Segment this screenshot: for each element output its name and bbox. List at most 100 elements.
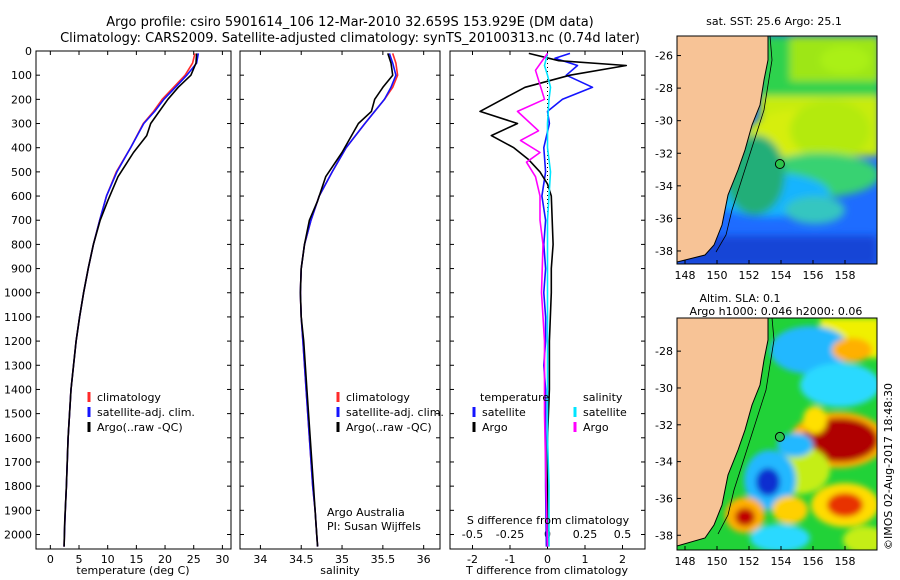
lat-tick-label: -30 xyxy=(655,115,673,128)
s-difference-axis-label: S difference from climatology xyxy=(467,514,630,527)
depth-tick-label: 0 xyxy=(25,45,32,58)
sla-map-title-line1: Altim. SLA: 0.1 xyxy=(699,292,780,305)
lon-tick-label: 154 xyxy=(771,555,792,568)
difference-panel: -2 -1 0 1 2-0.5 -0.25 0 0.25 0.5 T difference fr… xyxy=(449,50,646,577)
annotation-argo-australia: Argo Australia xyxy=(327,506,405,519)
figure-title-line2: Climatology: CARS2009. Satellite-adjuste… xyxy=(60,31,640,46)
series-line-argo xyxy=(479,52,628,547)
sst-map: sat. SST: 25.6 Argo: 25.1 148 150 152 154 15… xyxy=(655,15,878,282)
legend-satellite-adj: satellite-adj. clim. xyxy=(97,406,195,419)
lat-tick-label: -32 xyxy=(655,419,673,432)
sla-map: Altim. SLA: 0.1 Argo h1000: 0.046 h2000:… xyxy=(655,292,878,568)
lat-tick-label: -28 xyxy=(655,345,673,358)
s-difference-tick-label: 0.5 xyxy=(614,528,632,541)
x-tick-label: -2 xyxy=(467,553,478,566)
x-tick-label: 35 xyxy=(335,553,349,566)
series-line-climatology xyxy=(63,53,196,547)
s-difference-tick-label: -0.25 xyxy=(496,528,524,541)
series-line-argo xyxy=(516,52,549,547)
temperature-legend: climatology satellite-adj. clim. Argo(..… xyxy=(87,391,195,434)
series-line-satellite xyxy=(541,52,594,547)
sst-map-lon-ticks: 148 150 152 154 156 158 xyxy=(675,260,856,282)
lat-tick-label: -30 xyxy=(655,382,673,395)
temperature-axis-label: temperature (deg C) xyxy=(76,564,189,577)
salinity-legend: climatology satellite-adj. clim. Argo(..… xyxy=(336,391,444,434)
depth-tick-label: 1400 xyxy=(4,383,32,396)
sla-map-lon-ticks: 148 150 152 154 156 158 xyxy=(675,546,856,568)
depth-tick-label: 1200 xyxy=(4,335,32,348)
legend-s-satellite: satellite xyxy=(583,406,627,419)
series-line-argo-raw-qc- xyxy=(63,53,198,547)
argo-float-marker xyxy=(774,159,785,169)
lon-tick-label: 158 xyxy=(835,555,856,568)
depth-tick-label: 800 xyxy=(11,238,32,251)
depth-tick-label: 500 xyxy=(11,166,32,179)
x-tick-label: 20 xyxy=(158,553,172,566)
lon-tick-label: 152 xyxy=(739,555,760,568)
annotation-pi: PI: Susan Wijffels xyxy=(327,520,421,533)
legend-argo: Argo(..raw -QC) xyxy=(346,421,432,434)
depth-tick-label: 1500 xyxy=(4,408,32,421)
lon-tick-label: 152 xyxy=(739,269,760,282)
depth-tick-label: 300 xyxy=(11,118,32,131)
depth-tick-label: 600 xyxy=(11,190,32,203)
difference-legend: temperature salinity satellite Argo sate… xyxy=(472,391,627,434)
x-tick-label: 0 xyxy=(47,553,54,566)
difference-series xyxy=(479,52,628,547)
temperature-panel: 0100200300400500600700800900100011001200… xyxy=(4,45,232,577)
x-tick-label: 15 xyxy=(129,553,143,566)
lat-tick-label: -28 xyxy=(655,82,673,95)
legend-salinity-header: salinity xyxy=(583,391,623,404)
depth-tick-label: 700 xyxy=(11,214,32,227)
lat-tick-label: -34 xyxy=(655,456,673,469)
series-line-satellite-adj-clim- xyxy=(63,53,200,547)
sla-map-lat-ticks: -28 -30 -32 -34 -36 -38 xyxy=(655,345,681,542)
depth-tick-label: 400 xyxy=(11,142,32,155)
series-line-argo-raw-qc- xyxy=(299,53,394,547)
x-tick-label: 25 xyxy=(187,553,201,566)
difference-axis-ticks: -2 -1 0 1 2-0.5 -0.25 0 0.25 0.5 xyxy=(462,51,631,566)
x-tick-label: -1 xyxy=(505,553,516,566)
series-line-climatology xyxy=(299,53,399,547)
land-mass xyxy=(677,318,769,547)
depth-tick-label: 1800 xyxy=(4,480,32,493)
argo-float-marker xyxy=(774,431,785,442)
x-tick-label: 36 xyxy=(417,553,431,566)
legend-climatology: climatology xyxy=(97,391,161,404)
legend-t-argo: Argo xyxy=(482,421,508,434)
s-difference-tick-label: 0.25 xyxy=(573,528,598,541)
salinity-panel: 34 34.5 35 35.5 36 salinity climatology sate… xyxy=(239,50,444,577)
lat-tick-label: -26 xyxy=(655,50,673,63)
legend-temperature-header: temperature xyxy=(480,391,549,404)
salinity-axis-label: salinity xyxy=(320,564,360,577)
depth-tick-label: 1000 xyxy=(4,287,32,300)
sla-map-title-line2: Argo h1000: 0.046 h2000: 0.06 xyxy=(690,305,863,318)
x-tick-label: 35.5 xyxy=(371,553,396,566)
legend-t-satellite: satellite xyxy=(482,406,526,419)
x-tick-label: 10 xyxy=(101,553,115,566)
lat-tick-label: -36 xyxy=(655,212,673,225)
depth-tick-label: 1100 xyxy=(4,311,32,324)
legend-argo: Argo(..raw -QC) xyxy=(97,421,183,434)
lon-tick-label: 156 xyxy=(803,555,824,568)
lon-tick-label: 148 xyxy=(675,269,696,282)
lon-tick-label: 150 xyxy=(707,555,728,568)
x-tick-label: 2 xyxy=(619,553,626,566)
t-difference-axis-label: T difference from climatology xyxy=(465,564,628,577)
depth-tick-label: 2000 xyxy=(4,528,32,541)
x-tick-label: 34.5 xyxy=(289,553,314,566)
depth-axis-ticks: 0 100 200 300 400 500 600 700 800 900 1000 1100 1200… xyxy=(4,45,231,541)
depth-tick-label: 1300 xyxy=(4,359,32,372)
salinity-depth-ticks xyxy=(240,50,440,535)
temperature-axis-ticks: 0 5 10 15 20 25 30 xyxy=(47,51,229,566)
lon-tick-label: 150 xyxy=(707,269,728,282)
series-line-satellite-adj-clim- xyxy=(299,53,397,547)
series-line-satellite xyxy=(543,53,552,547)
lat-tick-label: -32 xyxy=(655,147,673,160)
legend-s-argo: Argo xyxy=(583,421,609,434)
depth-tick-label: 100 xyxy=(11,69,32,82)
lon-tick-label: 148 xyxy=(675,555,696,568)
s-difference-tick-label: -0.5 xyxy=(462,528,483,541)
x-tick-label: 1 xyxy=(582,553,589,566)
